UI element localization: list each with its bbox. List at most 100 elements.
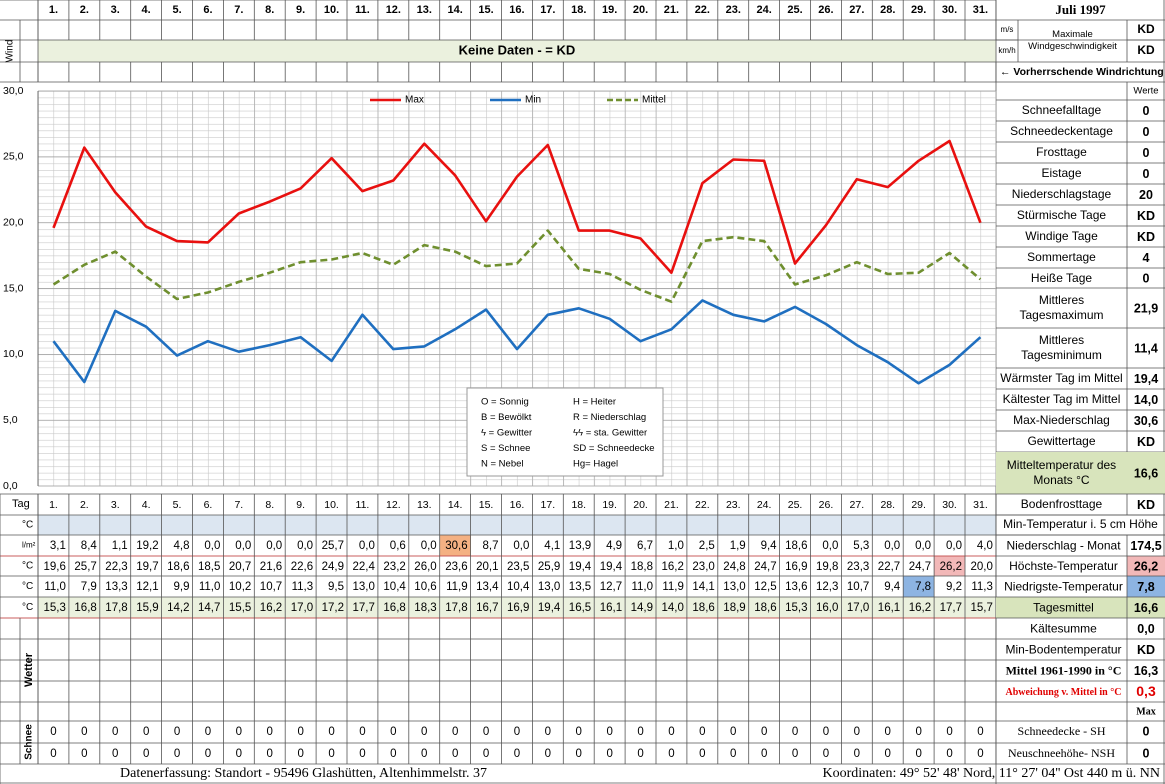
- weather-key-item: ϟ = Gewitter: [481, 428, 532, 439]
- temp-cell: 18,6: [692, 602, 714, 614]
- snow-cell: 0: [668, 748, 674, 760]
- temp-cell: 24,9: [322, 561, 344, 573]
- temp-cell: 19,4: [569, 561, 592, 573]
- summary-label: Höchste-Temperatur: [1009, 559, 1118, 573]
- stats-value: 0: [1143, 271, 1150, 285]
- stats-label: Mittleres Tagesmaximum: [1019, 293, 1104, 322]
- day-header: 3.: [111, 4, 120, 16]
- precip-cell: 13,9: [569, 540, 591, 552]
- stats-value: 0: [1143, 104, 1150, 118]
- snow-cell: 0: [328, 748, 334, 760]
- unit-label: °C: [22, 520, 33, 531]
- weather-key-item: Hg= Hagel: [573, 459, 618, 470]
- temp-cell: 25,9: [538, 561, 560, 573]
- summary-value: 0,3: [1136, 683, 1156, 699]
- temp-cell: 14,0: [662, 602, 684, 614]
- label-box: Maximale Windgeschwindigkeit: [1028, 29, 1117, 52]
- unit-label: °C: [22, 602, 33, 613]
- unit-label: °C: [22, 561, 33, 572]
- stats-header: Werte: [1133, 86, 1158, 97]
- snow-cell: 0: [576, 748, 582, 760]
- temp-cell: 22,7: [878, 561, 900, 573]
- footer-right: Koordinaten: 49° 52' 48' Nord, 11° 27' 0…: [823, 766, 1161, 781]
- summary-value: 0,0: [1137, 622, 1154, 636]
- day-label: 20.: [633, 499, 648, 511]
- stats-label: Mitteltemperatur des Monats °C: [1006, 458, 1117, 487]
- series-line: [52, 139, 982, 274]
- temp-cell: 9,2: [946, 581, 962, 593]
- snow-cell: 0: [915, 726, 921, 738]
- wind-direction: ← Vorherrschende Windrichtung: [1000, 66, 1164, 78]
- precip-cell: 0,0: [822, 540, 838, 552]
- day-header: 13.: [417, 4, 432, 16]
- snow-cell: 0: [823, 726, 829, 738]
- temp-cell: 17,7: [353, 602, 375, 614]
- day-label: 18.: [571, 499, 586, 511]
- temp-cell: 10,4: [507, 581, 530, 593]
- day-header: 11.: [355, 4, 370, 16]
- temp-cell: 18,3: [414, 602, 436, 614]
- snow-cell: 0: [267, 726, 273, 738]
- snow-cell: 0: [112, 726, 118, 738]
- snow-cell: 0: [267, 748, 273, 760]
- snow-cell: 0: [885, 748, 891, 760]
- temp-cell: 26,2: [940, 561, 962, 573]
- summary-value: 16,6: [1134, 601, 1158, 615]
- weather-key-item: N = Nebel: [481, 459, 524, 470]
- label-box: Mitteltemperatur des Monats °C: [1006, 458, 1117, 487]
- precip-cell: 30,6: [445, 540, 467, 552]
- stats-label: Heiße Tage: [1030, 270, 1093, 285]
- summary-label: Abweichung v. Mittel in °C: [1006, 687, 1122, 698]
- day-label: 29.: [911, 499, 926, 511]
- temp-cell: 17,2: [322, 602, 344, 614]
- snow-cell: 0: [452, 748, 458, 760]
- stats-value: 21,9: [1134, 301, 1158, 315]
- max-temp-cell: [934, 556, 965, 576]
- precip-cell: 25,7: [322, 540, 344, 552]
- temp-cell: 20,7: [229, 561, 251, 573]
- snow-cell: 0: [946, 726, 952, 738]
- summary-label: Niederschlag - Monat: [1006, 539, 1121, 553]
- stats-label: Eistage: [1041, 166, 1082, 180]
- temp-cell: 23,3: [847, 561, 869, 573]
- day-header: 14.: [448, 4, 463, 16]
- temp-cell: 23,0: [692, 561, 714, 573]
- snow-cell: 0: [915, 748, 921, 760]
- precip-cell: 1,0: [668, 540, 684, 552]
- temp-cell: 17,0: [291, 602, 313, 614]
- snow-cell: 0: [483, 726, 489, 738]
- snow-cell: 0: [761, 748, 767, 760]
- day-label: 12.: [386, 499, 401, 511]
- summary-value: 26,2: [1134, 559, 1158, 573]
- temp-cell: 10,2: [229, 581, 251, 593]
- temp-cell: 19,4: [538, 602, 561, 614]
- summary-highlight: [996, 597, 1165, 618]
- temp-cell: 12,1: [136, 581, 158, 593]
- stats-label: Mittleres Tagesminimum: [1021, 333, 1102, 362]
- label-box: Heiße Tage: [1030, 270, 1093, 285]
- precip-cell: 18,6: [785, 540, 807, 552]
- y-tick-label: 5,0: [3, 414, 18, 426]
- precip-cell: 19,2: [136, 540, 158, 552]
- snow-cell: 0: [854, 748, 860, 760]
- temp-cell: 13,6: [785, 581, 807, 593]
- summary-highlight: [1127, 576, 1165, 597]
- temp-cell: 16,1: [878, 602, 900, 614]
- snow-cell: 0: [637, 726, 643, 738]
- snow-cell: 0: [143, 726, 149, 738]
- day-header: 22.: [695, 4, 710, 16]
- snow-cell: 0: [205, 726, 211, 738]
- day-header: 7.: [234, 4, 243, 16]
- temp-cell: 26,0: [414, 561, 436, 573]
- temp-cell: 18,6: [167, 561, 189, 573]
- snow-cell: 0: [452, 726, 458, 738]
- summary-value: 16,3: [1134, 664, 1158, 678]
- max-label: Max: [1136, 706, 1155, 717]
- temp-cell: 11,3: [292, 581, 314, 593]
- day-label: 13.: [417, 499, 432, 511]
- day-label: 25.: [788, 499, 803, 511]
- precip-cell: 8,7: [483, 540, 499, 552]
- temp-cell: 17,8: [105, 602, 127, 614]
- day-header: 24.: [757, 4, 772, 16]
- temp-cell: 10,7: [260, 581, 282, 593]
